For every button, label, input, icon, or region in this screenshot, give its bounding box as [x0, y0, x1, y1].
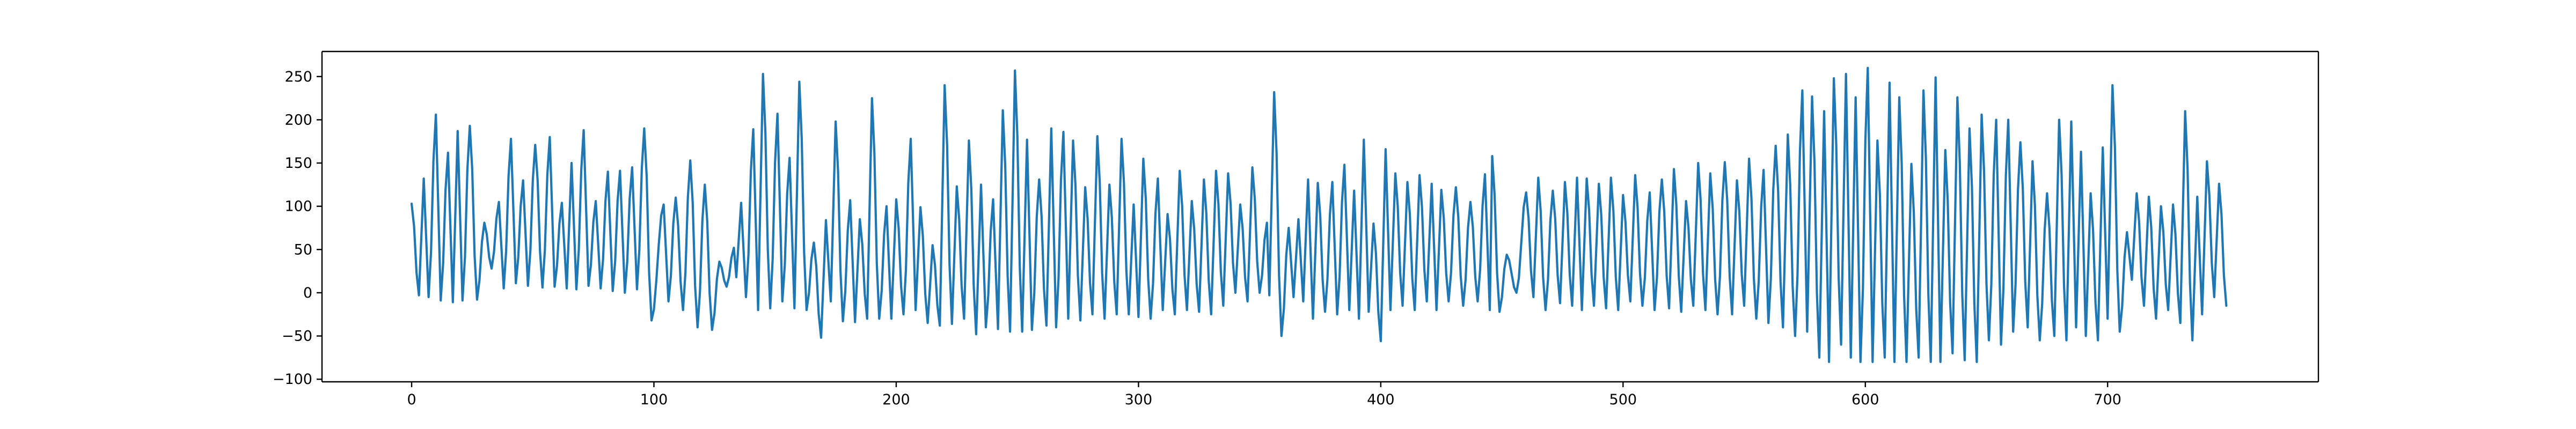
- x-tick-label: 100: [640, 391, 668, 408]
- x-tick-label: 400: [1367, 391, 1395, 408]
- x-tick-label: 700: [2094, 391, 2121, 408]
- x-tick-label: 500: [1609, 391, 1637, 408]
- y-tick-label: 50: [294, 241, 312, 258]
- x-tick-label: 200: [882, 391, 910, 408]
- y-tick-label: 200: [284, 112, 312, 128]
- y-tick-label: 0: [303, 285, 312, 301]
- x-tick-label: 0: [407, 391, 416, 408]
- y-tick-label: 250: [284, 69, 312, 85]
- y-tick-label: −100: [273, 371, 312, 388]
- series-layer: [410, 66, 2228, 363]
- axes-frame: [321, 50, 2319, 383]
- y-axis-ticks: −100 −50 0 50 100 150 200 250: [273, 69, 322, 388]
- x-axis-ticks: 0 100 200 300 400 500 600 700: [407, 382, 2121, 408]
- y-tick-label: −50: [282, 328, 312, 345]
- series-line-0: [410, 66, 2228, 363]
- y-tick-label: 150: [284, 155, 312, 172]
- x-tick-label: 600: [1851, 391, 1879, 408]
- x-tick-label: 300: [1125, 391, 1153, 408]
- y-tick-label: 100: [284, 198, 312, 215]
